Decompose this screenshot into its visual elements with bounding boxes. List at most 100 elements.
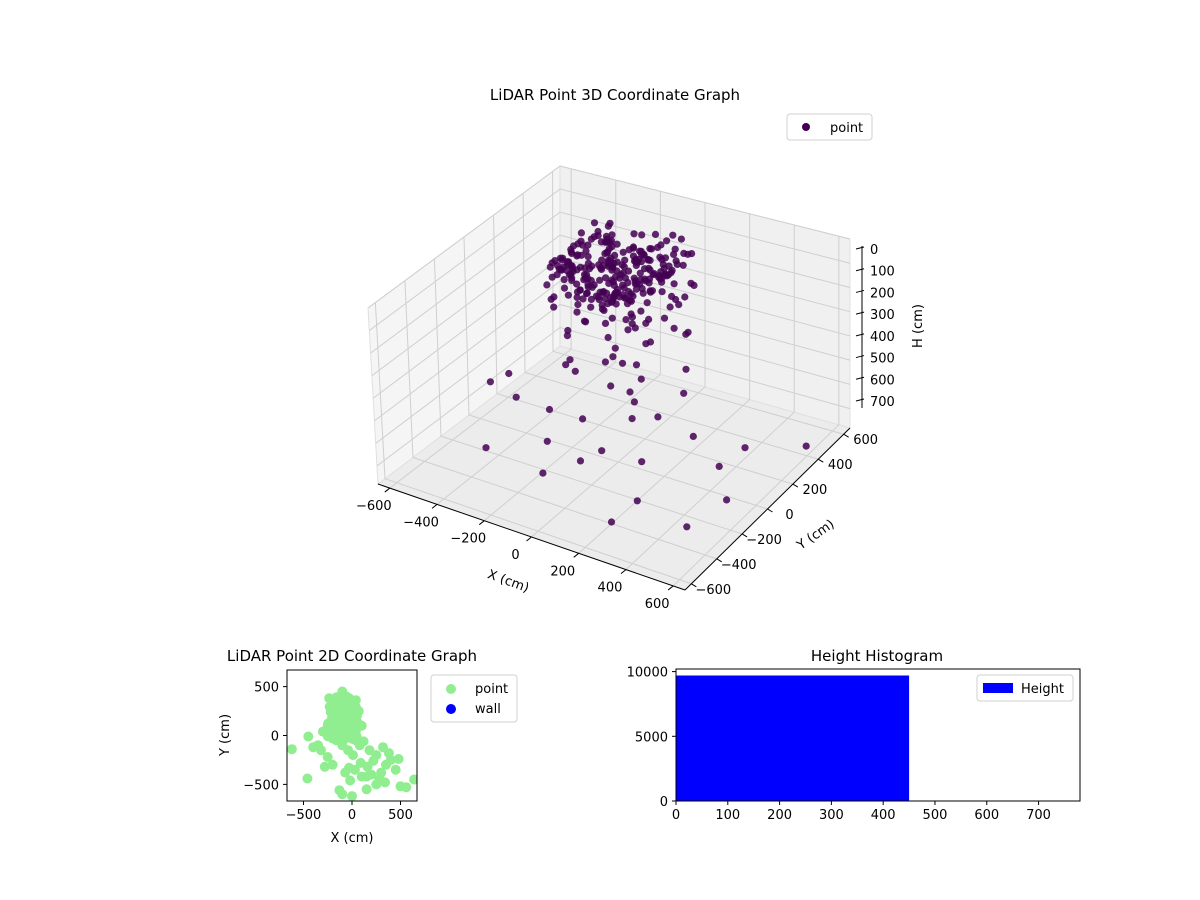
histogram-bars bbox=[676, 675, 1080, 802]
point-3d bbox=[601, 319, 610, 327]
hist-x-tick-label: 700 bbox=[1026, 808, 1051, 823]
point-3d bbox=[679, 261, 687, 269]
point-3d bbox=[539, 469, 547, 477]
point-3d bbox=[653, 243, 662, 252]
point-3d bbox=[580, 270, 589, 279]
x-tick-mark bbox=[384, 487, 391, 493]
point-3d bbox=[486, 378, 494, 386]
grid-x-line bbox=[625, 224, 795, 570]
plot-2d-legend-marker-wall bbox=[446, 704, 456, 714]
grid-y-line bbox=[552, 171, 844, 435]
hist-x-tick-label: 200 bbox=[767, 808, 792, 823]
z-tick-label: 700 bbox=[870, 395, 895, 410]
x-tick-mark bbox=[667, 585, 674, 591]
point-3d bbox=[646, 266, 654, 274]
point-3d bbox=[622, 316, 630, 324]
hist-x-tick-label: 100 bbox=[715, 808, 740, 823]
point-3d bbox=[681, 293, 689, 301]
y-tick-label: −400 bbox=[721, 558, 757, 573]
hist-y-tick-label: 5000 bbox=[635, 730, 668, 745]
point-3d bbox=[601, 358, 610, 366]
point-2d bbox=[390, 764, 401, 775]
z-tick-mark bbox=[855, 246, 865, 250]
point-2d bbox=[409, 774, 417, 785]
point-3d bbox=[619, 281, 627, 289]
grid-z-line bbox=[367, 165, 851, 309]
point-3d bbox=[628, 320, 636, 328]
point-3d bbox=[632, 285, 641, 293]
point-3d bbox=[585, 265, 594, 273]
y-tick-label: 0 bbox=[785, 508, 793, 523]
y-tick-label-2d: −500 bbox=[243, 778, 279, 793]
grid-x-line bbox=[672, 236, 840, 587]
point-3d bbox=[669, 231, 677, 239]
point-3d bbox=[641, 265, 649, 273]
point-3d bbox=[598, 305, 607, 313]
point-3d bbox=[543, 281, 551, 289]
plot-2d-legend: point wall bbox=[430, 674, 518, 723]
point-3d bbox=[638, 231, 646, 239]
hist-x-tick-label: 300 bbox=[819, 808, 844, 823]
x-tick-label: 400 bbox=[598, 581, 623, 596]
grid-y-line bbox=[404, 280, 717, 560]
y-tick-mark bbox=[691, 583, 697, 588]
y-tick-label: 200 bbox=[802, 483, 827, 498]
point-3d bbox=[571, 367, 579, 375]
point-3d bbox=[613, 258, 621, 266]
point-3d bbox=[599, 262, 607, 270]
point-3d bbox=[630, 398, 639, 406]
point-3d bbox=[604, 333, 612, 342]
point-3d bbox=[660, 314, 669, 322]
point-3d bbox=[564, 326, 572, 335]
point-3d bbox=[624, 267, 633, 275]
point-3d bbox=[680, 389, 688, 397]
x-tick-label: 200 bbox=[550, 564, 575, 579]
point-3d bbox=[580, 317, 589, 325]
plot-2d: LiDAR Point 2D Coordinate Graph −500 0 500… bbox=[218, 647, 518, 846]
point-2d bbox=[401, 782, 412, 793]
plot-3d-legend-marker bbox=[802, 123, 810, 131]
point-3d bbox=[563, 266, 571, 275]
point-3d bbox=[616, 293, 624, 301]
point-3d bbox=[573, 280, 581, 288]
point-3d bbox=[598, 447, 606, 455]
point-3d bbox=[568, 276, 576, 284]
point-3d bbox=[666, 303, 674, 311]
hist-x-tick-label: 500 bbox=[923, 808, 948, 823]
z-tick-mark bbox=[855, 355, 865, 359]
point-3d bbox=[609, 353, 617, 361]
x-tick-mark bbox=[620, 569, 627, 575]
point-3d bbox=[560, 284, 569, 292]
point-2d bbox=[334, 785, 345, 796]
point-3d bbox=[622, 294, 630, 302]
z-tick-mark bbox=[855, 311, 865, 315]
plot-2d-y-label: Y (cm) bbox=[218, 714, 233, 757]
z-tick-label: 0 bbox=[870, 243, 878, 258]
point-2d bbox=[361, 771, 372, 782]
z-tick-mark bbox=[855, 268, 865, 272]
plot-3d-z-label: H (cm) bbox=[911, 304, 926, 348]
point-3d bbox=[636, 269, 644, 277]
histogram-legend-swatch bbox=[983, 683, 1013, 693]
y-tick-mark bbox=[818, 458, 824, 463]
point-3d bbox=[627, 290, 635, 298]
z-tick-label: 200 bbox=[870, 286, 895, 301]
point-3d bbox=[632, 258, 640, 266]
x-tick-mark bbox=[478, 520, 485, 526]
x-tick-label: −200 bbox=[450, 532, 486, 547]
point-3d bbox=[550, 303, 558, 311]
point-3d bbox=[560, 276, 568, 284]
histogram-frame bbox=[675, 668, 1081, 802]
z-tick-label: 600 bbox=[870, 373, 895, 388]
plot-2d-ticks: −500 0 500 −500 0 500 bbox=[243, 681, 413, 823]
point-3d bbox=[626, 388, 634, 396]
histogram-legend: Height bbox=[976, 674, 1074, 702]
point-3d bbox=[564, 291, 573, 299]
z-tick-label: 500 bbox=[870, 352, 895, 367]
point-2d bbox=[336, 694, 346, 705]
point-3d bbox=[587, 295, 596, 303]
point-3d bbox=[663, 237, 671, 245]
point-3d bbox=[656, 253, 664, 261]
point-3d bbox=[577, 229, 586, 237]
